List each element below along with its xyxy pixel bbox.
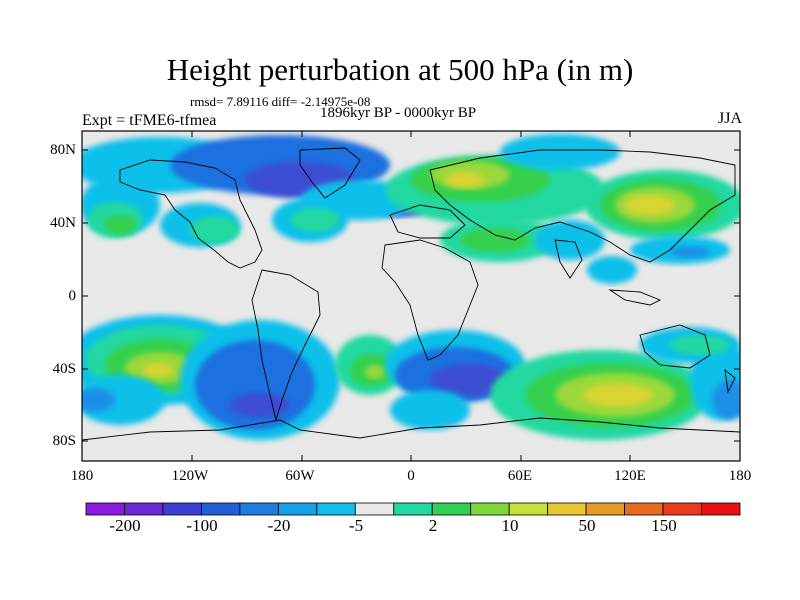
rmsd-diff-stats: rmsd= 7.89116 diff= -2.14975e-08 <box>190 94 371 109</box>
experiment-label: Expt = tFME6-tfmea <box>82 112 217 129</box>
colorbar-swatch <box>701 502 741 516</box>
lat-label-80s: 80S <box>52 433 76 449</box>
colorbar-swatch <box>547 502 587 516</box>
contour-region <box>500 134 620 170</box>
contour-region <box>445 172 485 188</box>
lat-label-40n: 40N <box>50 215 76 231</box>
colorbar-label: -200 <box>109 516 141 535</box>
coastline <box>554 239 583 279</box>
lon-label-180e: 180 <box>728 468 752 484</box>
colorbar-swatch <box>624 502 664 516</box>
contour-region <box>104 215 136 235</box>
contour-regions <box>82 134 740 440</box>
colorbar-swatch <box>508 502 549 516</box>
colorbar-swatch <box>662 502 702 516</box>
axis-ticks <box>81 131 741 461</box>
lon-label-120e: 120E <box>614 468 646 484</box>
coastline <box>299 147 361 199</box>
colorbar-swatch <box>354 502 395 516</box>
coastline <box>389 204 466 239</box>
colorbar-label: 150 <box>651 516 677 535</box>
colorbar-swatch <box>470 502 510 516</box>
colorbar-swatch <box>393 502 433 516</box>
chart-title: Height perturbation at 500 hPa (in m) <box>166 52 634 87</box>
colorbar-swatch <box>277 502 318 516</box>
colorbar-label: -100 <box>186 516 218 535</box>
contour-region <box>430 364 510 396</box>
colorbar-swatch <box>201 502 241 516</box>
colorbar-swatch <box>431 502 472 516</box>
lon-label-180w: 180 <box>70 468 94 484</box>
contour-region <box>460 228 530 252</box>
coastline <box>119 159 263 269</box>
colorbar-label: 50 <box>578 516 596 535</box>
colorbar-label: -20 <box>267 516 291 535</box>
period-label: 1896kyr BP - 0000kyr BP <box>320 105 477 121</box>
lat-label-0: 0 <box>68 288 77 304</box>
contour-region <box>712 380 740 420</box>
contour-region <box>290 208 340 232</box>
colorbar-swatch <box>585 502 625 516</box>
contour-region <box>583 383 653 407</box>
contour-region <box>670 246 710 258</box>
colorbar-swatch <box>124 502 164 516</box>
colorbar-swatch <box>239 502 279 516</box>
contour-region <box>670 335 730 355</box>
season-label: JJA <box>717 110 742 127</box>
lon-label-60e: 60E <box>507 468 533 484</box>
coastline <box>381 239 479 361</box>
coastlines <box>82 147 740 441</box>
colorbar-swatch <box>316 502 356 516</box>
contour-region <box>625 195 675 215</box>
coastline <box>608 289 662 306</box>
coastline <box>639 324 711 369</box>
coastline <box>82 417 740 441</box>
lon-label-60w: 60W <box>285 468 315 484</box>
lon-label-0: 0 <box>407 468 415 484</box>
contour-region <box>82 388 115 412</box>
colorbar-label: 2 <box>428 516 438 535</box>
colorbar-label: 10 <box>501 516 519 535</box>
colorbar-swatch <box>85 502 125 516</box>
contour-region <box>365 365 385 379</box>
contour-region <box>230 393 290 417</box>
contour-fields <box>82 131 740 461</box>
coastline <box>724 368 736 394</box>
contour-region <box>587 256 637 284</box>
colorbar-label: -5 <box>348 516 364 535</box>
colorbar-swatch <box>162 502 202 516</box>
coastline <box>429 149 736 263</box>
colorbar <box>85 502 741 516</box>
contour-region <box>82 375 165 425</box>
contour-region <box>143 363 173 377</box>
contour-region <box>190 216 240 244</box>
lat-label-40s: 40S <box>52 361 76 377</box>
lon-label-120w: 120W <box>171 468 209 484</box>
coastline <box>251 269 321 422</box>
contour-region <box>390 390 470 430</box>
lat-label-80n: 80N <box>50 142 76 158</box>
contour-region <box>535 220 605 260</box>
